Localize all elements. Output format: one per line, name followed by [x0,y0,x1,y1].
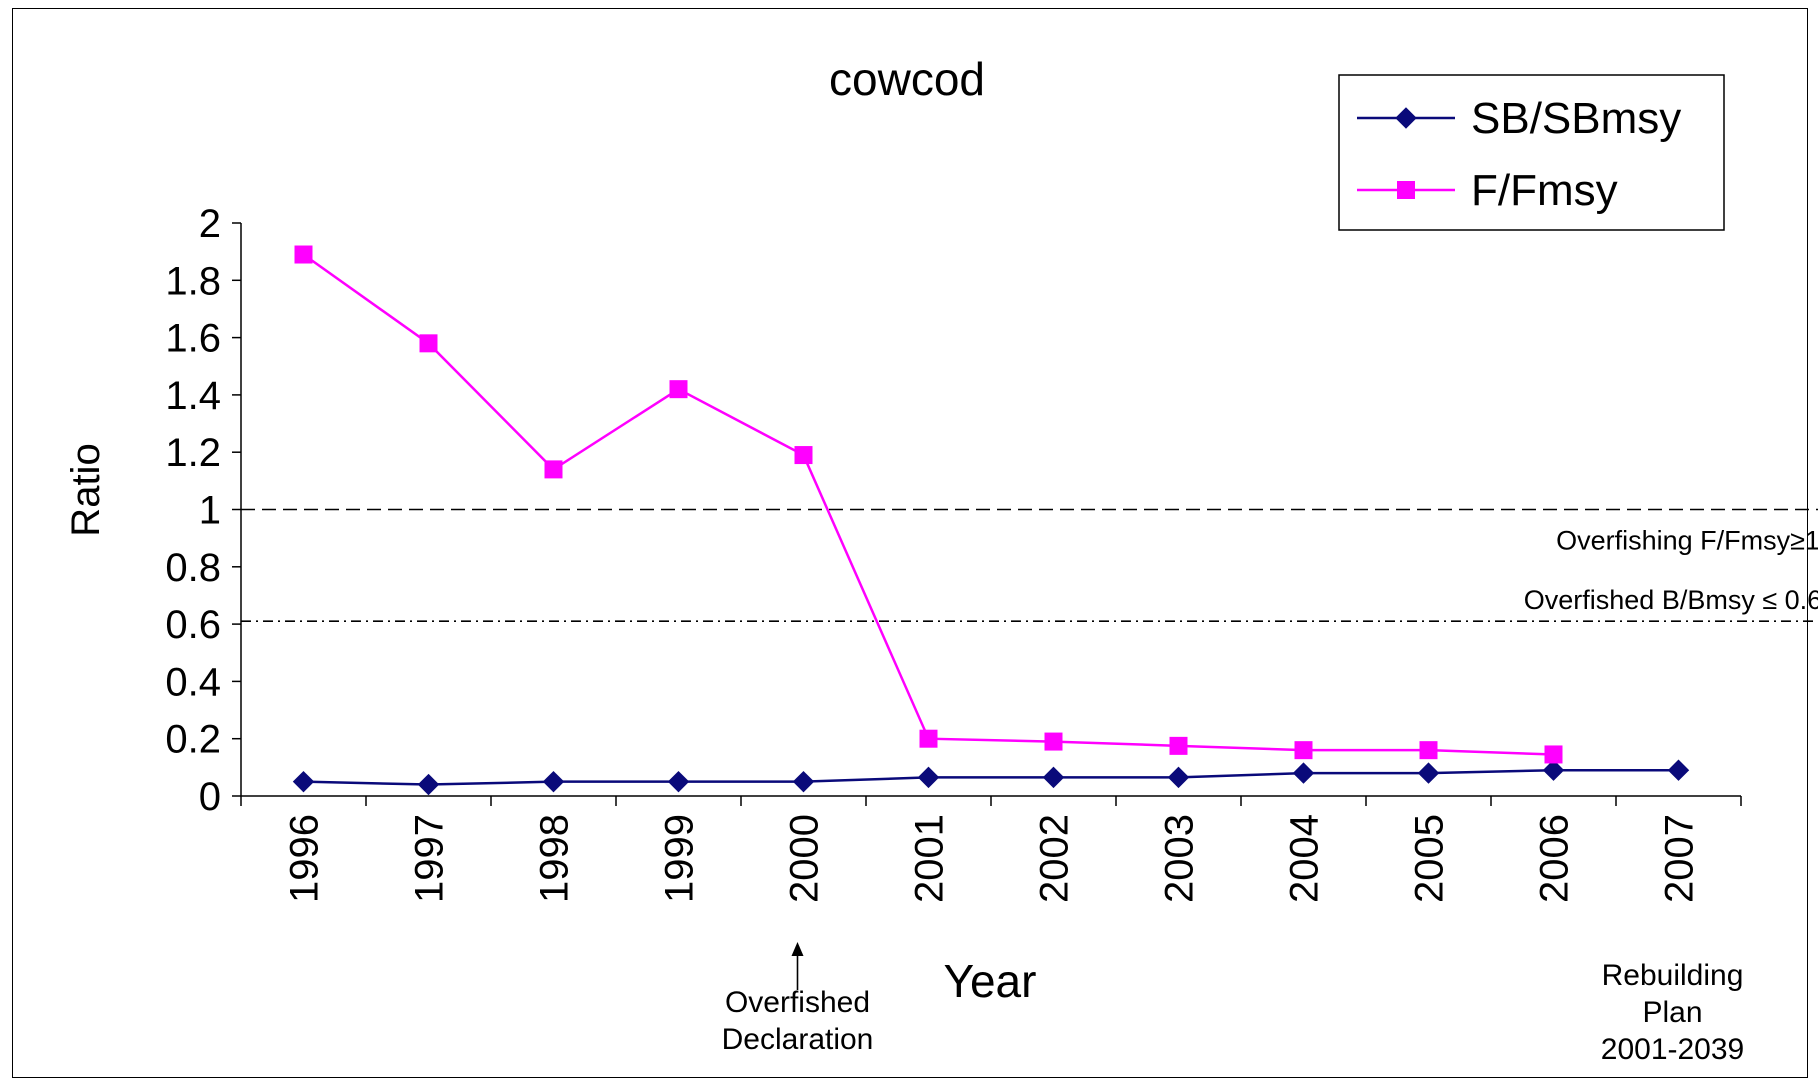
data-point [917,766,940,789]
y-axis-ticks: 0 0.2 0.4 0.6 0.8 1 1.2 1.4 1.6 1.8 2 [165,202,241,819]
chart-title: cowcod [829,53,985,105]
annotation-text: 2001-2039 [1601,1033,1744,1066]
data-point [417,773,440,796]
legend-label: SB/SBmsy [1471,94,1681,143]
reference-line-label: Overfished B/Bmsy ≤ 0.625 [1524,585,1818,615]
data-point [1044,732,1063,751]
series-line-2 [302,253,1554,756]
annotation-text: Overfished [725,986,870,1019]
annotation-text: Declaration [722,1023,874,1056]
x-tick-label: 2005 [1408,814,1452,903]
y-tick-label: 1.4 [165,374,221,418]
data-point [1294,741,1313,760]
y-tick-label: 2 [199,202,221,246]
y-tick-label: 0.4 [165,660,221,704]
data-point [1042,766,1065,789]
data-point [1667,759,1690,781]
y-tick-label: 1 [199,489,221,533]
reference-line-label: Overfishing F/Fmsy≥1 [1556,526,1818,556]
data-point [294,245,313,264]
annotations: Overfished Declaration Rebuilding Plan 2001-… [722,942,1744,1066]
data-point [667,770,690,793]
legend-marker [1397,181,1415,199]
annotation-arrowhead [791,942,804,956]
data-point [919,729,938,748]
legend-box [1338,74,1725,231]
data-point [1292,762,1315,784]
data-point [792,770,815,793]
x-tick-label: 2003 [1158,814,1202,903]
y-tick-label: 1.6 [165,317,221,361]
series-line-1 [303,768,1679,786]
legend: SB/SBmsy F/Fmsy [1338,74,1725,231]
data-point [1544,745,1563,764]
data-point [292,770,315,793]
x-tick-label: 2000 [783,814,827,903]
y-tick-label: 1.2 [165,431,221,475]
legend-items: SB/SBmsy F/Fmsy [1357,94,1681,215]
reference-lines: Overfishing F/Fmsy≥1 Overfished B/Bmsy ≤ … [241,508,1818,623]
x-tick-label: 1997 [408,814,452,903]
data-point [1417,762,1440,784]
y-tick-label: 0.2 [165,718,221,762]
annotation-text: Rebuilding [1602,959,1744,992]
data-point [542,770,565,793]
y-tick-label: 0.8 [165,546,221,590]
data-point [1419,741,1438,760]
legend-label: F/Fmsy [1471,166,1618,215]
x-tick-label: 1996 [283,814,327,903]
x-tick-label: 1999 [658,814,702,903]
x-tick-label: 2004 [1283,814,1327,903]
y-tick-label: 0 [199,775,221,819]
data-point [419,334,438,353]
data-point [669,380,688,399]
x-axis-ticks: 1996 1997 1998 1999 2000 2001 2002 2003 2004 2005… [240,796,1742,903]
x-tick-label: 1998 [533,814,577,903]
data-point [1167,766,1190,789]
y-tick-label: 0.6 [165,603,221,647]
x-axis-label: Year [944,955,1037,1007]
y-tick-label: 1.8 [165,259,221,303]
legend-marker [1395,107,1417,129]
x-tick-label: 2006 [1533,814,1577,903]
series-layer [292,245,1690,796]
data-point [794,446,813,465]
data-point [1169,736,1188,755]
x-tick-label: 2002 [1033,814,1077,903]
y-axis-label: Ratio [64,443,108,536]
annotation-text: Plan [1642,996,1702,1029]
data-point [1542,759,1565,781]
data-point [544,460,563,479]
x-tick-label: 2001 [908,814,952,903]
x-tick-label: 2007 [1658,814,1702,903]
